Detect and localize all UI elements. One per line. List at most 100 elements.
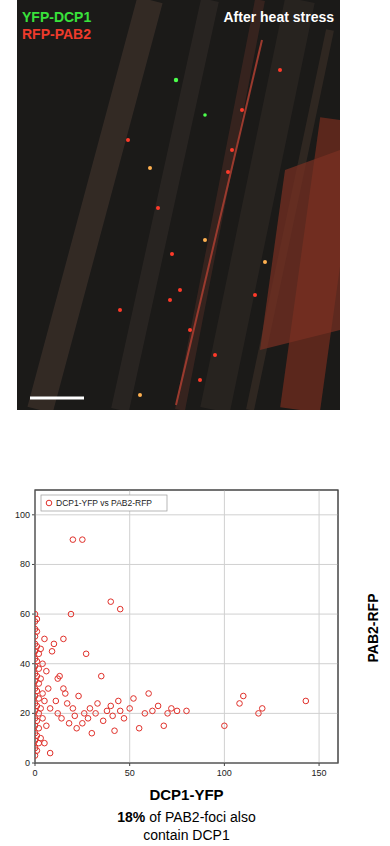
grid-line [129,490,130,763]
tick-label: 0 [25,758,30,768]
focus [213,353,217,357]
point [81,711,87,717]
micrograph-bg [17,0,340,410]
point [131,696,137,702]
point [44,723,50,729]
grid-line [224,490,225,763]
point [45,686,51,692]
point [80,537,86,543]
focus [156,206,160,210]
point [61,636,67,642]
plot-border [35,490,338,763]
focus [203,113,207,117]
point [127,706,133,712]
cell-region [260,150,340,350]
point [80,720,86,726]
point [42,740,48,746]
point [72,713,78,719]
focus [174,78,178,82]
point [42,698,48,704]
focus [148,166,152,170]
point [110,713,116,719]
tick-label: 100 [15,510,30,520]
tick-label: 20 [20,708,30,718]
point [117,606,123,612]
legend-box [41,495,167,511]
point [38,706,44,712]
point [66,720,72,726]
focus [138,393,142,397]
focus [203,238,207,242]
grid-line [35,514,338,515]
point [38,646,44,652]
point [42,636,48,642]
point [259,706,265,712]
point [51,641,57,647]
point [83,651,89,657]
point [174,708,180,714]
point [121,716,127,722]
point [40,691,46,697]
point [35,658,40,664]
point [49,649,55,655]
figure: YFP-DCP1RFP-PAB2After heat stress0204060… [0,0,390,846]
tick-label: 100 [217,768,232,778]
scale-bar [30,397,84,400]
channel-label: RFP-PAB2 [22,26,91,42]
point [98,673,104,679]
point [40,716,46,722]
point [169,706,175,712]
focus [188,328,192,332]
point [117,708,123,714]
point [47,706,53,712]
point [44,668,50,674]
legend-marker [46,500,52,506]
caption-value: 18% [117,809,146,825]
focus [278,68,282,72]
caption: 18%of PAB2-foci also [117,809,256,825]
point [35,629,40,635]
point [61,686,67,692]
focus [226,170,230,174]
point [40,661,46,667]
point [146,691,152,697]
point [95,701,101,707]
image-title: After heat stress [224,9,335,25]
grid-line [35,663,338,664]
point [74,725,80,731]
point [53,698,59,704]
focus [240,108,244,112]
focus [178,288,182,292]
point [35,688,40,694]
point [303,698,309,704]
grid-line [319,490,320,763]
point [85,716,91,722]
focus [118,308,122,312]
point [55,676,61,682]
point [36,696,42,702]
point [136,725,142,731]
plot-frame [35,490,338,763]
point [150,708,156,714]
tick-label: 60 [20,609,30,619]
x-axis-label: DCP1-YFP [149,786,223,803]
point [237,701,243,707]
point [47,750,53,756]
channel-label: YFP-DCP1 [22,9,91,25]
point [55,711,61,717]
point [161,723,167,729]
point [155,703,161,709]
point [76,693,82,699]
point [142,711,148,717]
point [89,730,95,736]
cell-edge [176,40,262,405]
tick-label: 80 [20,559,30,569]
caption-text: contain DCP1 [143,827,230,843]
point [68,611,74,617]
point [108,599,114,605]
micrograph [17,0,340,410]
point [35,616,40,622]
marks [35,537,309,759]
point [38,735,44,741]
focus [126,138,130,142]
